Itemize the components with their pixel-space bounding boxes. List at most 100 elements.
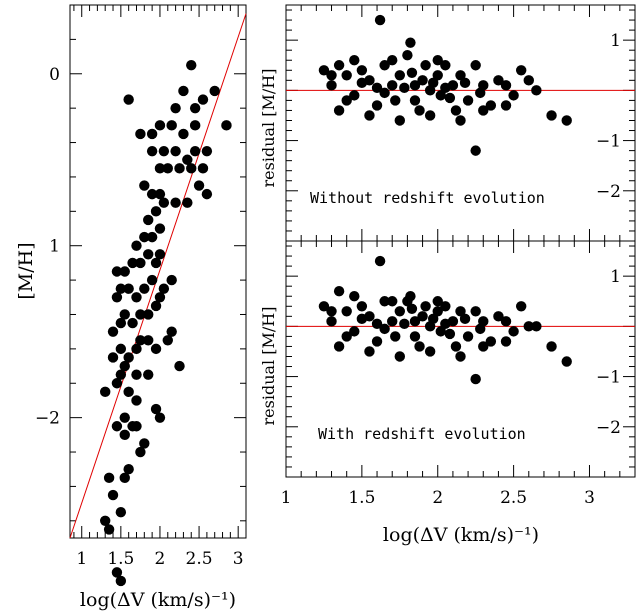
y-tick-label: −2 — [596, 418, 621, 438]
data-point — [455, 306, 466, 317]
data-point — [170, 197, 181, 208]
data-point — [379, 87, 390, 99]
data-point — [475, 323, 486, 335]
data-point — [349, 291, 360, 302]
data-point — [450, 341, 462, 352]
data-point — [143, 214, 154, 226]
data-point — [500, 80, 512, 91]
data-point — [170, 102, 181, 114]
data-point — [154, 120, 166, 131]
data-point — [131, 292, 142, 303]
data-point — [135, 257, 146, 269]
left-data-points — [100, 59, 232, 587]
data-point — [135, 446, 146, 458]
data-point — [406, 303, 418, 314]
data-point — [111, 292, 123, 303]
data-point — [186, 59, 197, 71]
data-point — [356, 65, 368, 76]
data-point — [166, 120, 177, 131]
data-point — [399, 82, 410, 94]
right-x-axis-label: log(ΔV (km/s)⁻¹) — [383, 524, 539, 546]
data-point — [341, 70, 352, 81]
data-point — [123, 386, 134, 398]
data-point — [420, 301, 431, 312]
data-point — [131, 421, 142, 432]
data-point — [349, 90, 360, 101]
data-point — [470, 145, 481, 156]
data-point — [390, 95, 401, 106]
data-point — [444, 92, 456, 104]
data-point — [523, 75, 534, 86]
data-point — [356, 77, 368, 89]
data-point — [440, 301, 451, 312]
data-point — [500, 316, 512, 327]
data-point — [178, 128, 189, 140]
data-point — [318, 301, 330, 312]
data-point — [197, 94, 209, 105]
data-point — [432, 296, 443, 307]
x-tick-label: 2.5 — [500, 488, 527, 508]
data-point — [143, 309, 154, 320]
data-point — [193, 180, 205, 191]
data-point — [131, 395, 142, 406]
data-point — [146, 145, 158, 157]
data-point — [146, 274, 158, 286]
data-point — [371, 318, 383, 330]
data-point — [158, 145, 170, 157]
data-point — [100, 386, 111, 398]
data-point — [405, 291, 416, 302]
top-axis-ticks — [285, 5, 636, 242]
data-point — [178, 85, 189, 97]
data-point — [154, 223, 166, 234]
data-point — [470, 306, 481, 317]
data-point — [326, 316, 337, 327]
data-point — [356, 301, 368, 312]
data-point — [189, 102, 201, 114]
data-point — [119, 472, 130, 484]
data-point — [111, 567, 123, 578]
data-point — [478, 105, 489, 116]
data-point — [399, 318, 410, 330]
data-point — [470, 60, 481, 71]
bottom-tick-labels: 1 1.5 2 2.5 3 1 −1 −2 — [281, 267, 621, 508]
data-point — [546, 341, 557, 352]
data-point — [341, 95, 352, 106]
data-point — [432, 306, 443, 317]
data-point — [111, 266, 123, 277]
data-point — [154, 292, 166, 303]
x-tick-label: 1 — [281, 488, 292, 508]
data-point — [115, 343, 127, 355]
left-tick-labels: 1 1.5 2 2.5 3 0 1 −2 — [35, 65, 244, 569]
data-point — [409, 316, 421, 327]
panel-bottom-right: 1 1.5 2 2.5 3 1 −1 −2 With redshift evolution r… — [259, 240, 636, 546]
y-tick-label: −1 — [596, 132, 621, 152]
x-tick-label: 2 — [432, 488, 443, 508]
data-point — [131, 369, 142, 380]
data-point — [432, 70, 443, 81]
data-point — [387, 296, 398, 307]
data-point — [444, 328, 456, 340]
x-tick-label: 1.5 — [348, 488, 375, 508]
data-point — [139, 180, 150, 191]
data-point — [349, 55, 360, 66]
data-point — [135, 309, 146, 320]
data-point — [333, 341, 345, 352]
data-point — [432, 55, 443, 66]
data-point — [462, 331, 474, 342]
data-point — [119, 429, 130, 441]
data-point — [409, 331, 421, 342]
data-point — [493, 311, 504, 322]
data-point — [333, 286, 345, 297]
data-point — [326, 70, 337, 81]
data-point — [201, 145, 213, 157]
bottom-data-points — [318, 255, 572, 385]
data-point — [209, 85, 220, 97]
data-point — [546, 110, 557, 121]
data-point — [406, 67, 418, 78]
data-point — [131, 343, 142, 355]
data-point — [475, 87, 486, 99]
x-tick-label: 1 — [76, 549, 87, 569]
data-point — [158, 283, 170, 294]
top-data-points — [318, 14, 572, 156]
data-point — [146, 128, 158, 140]
